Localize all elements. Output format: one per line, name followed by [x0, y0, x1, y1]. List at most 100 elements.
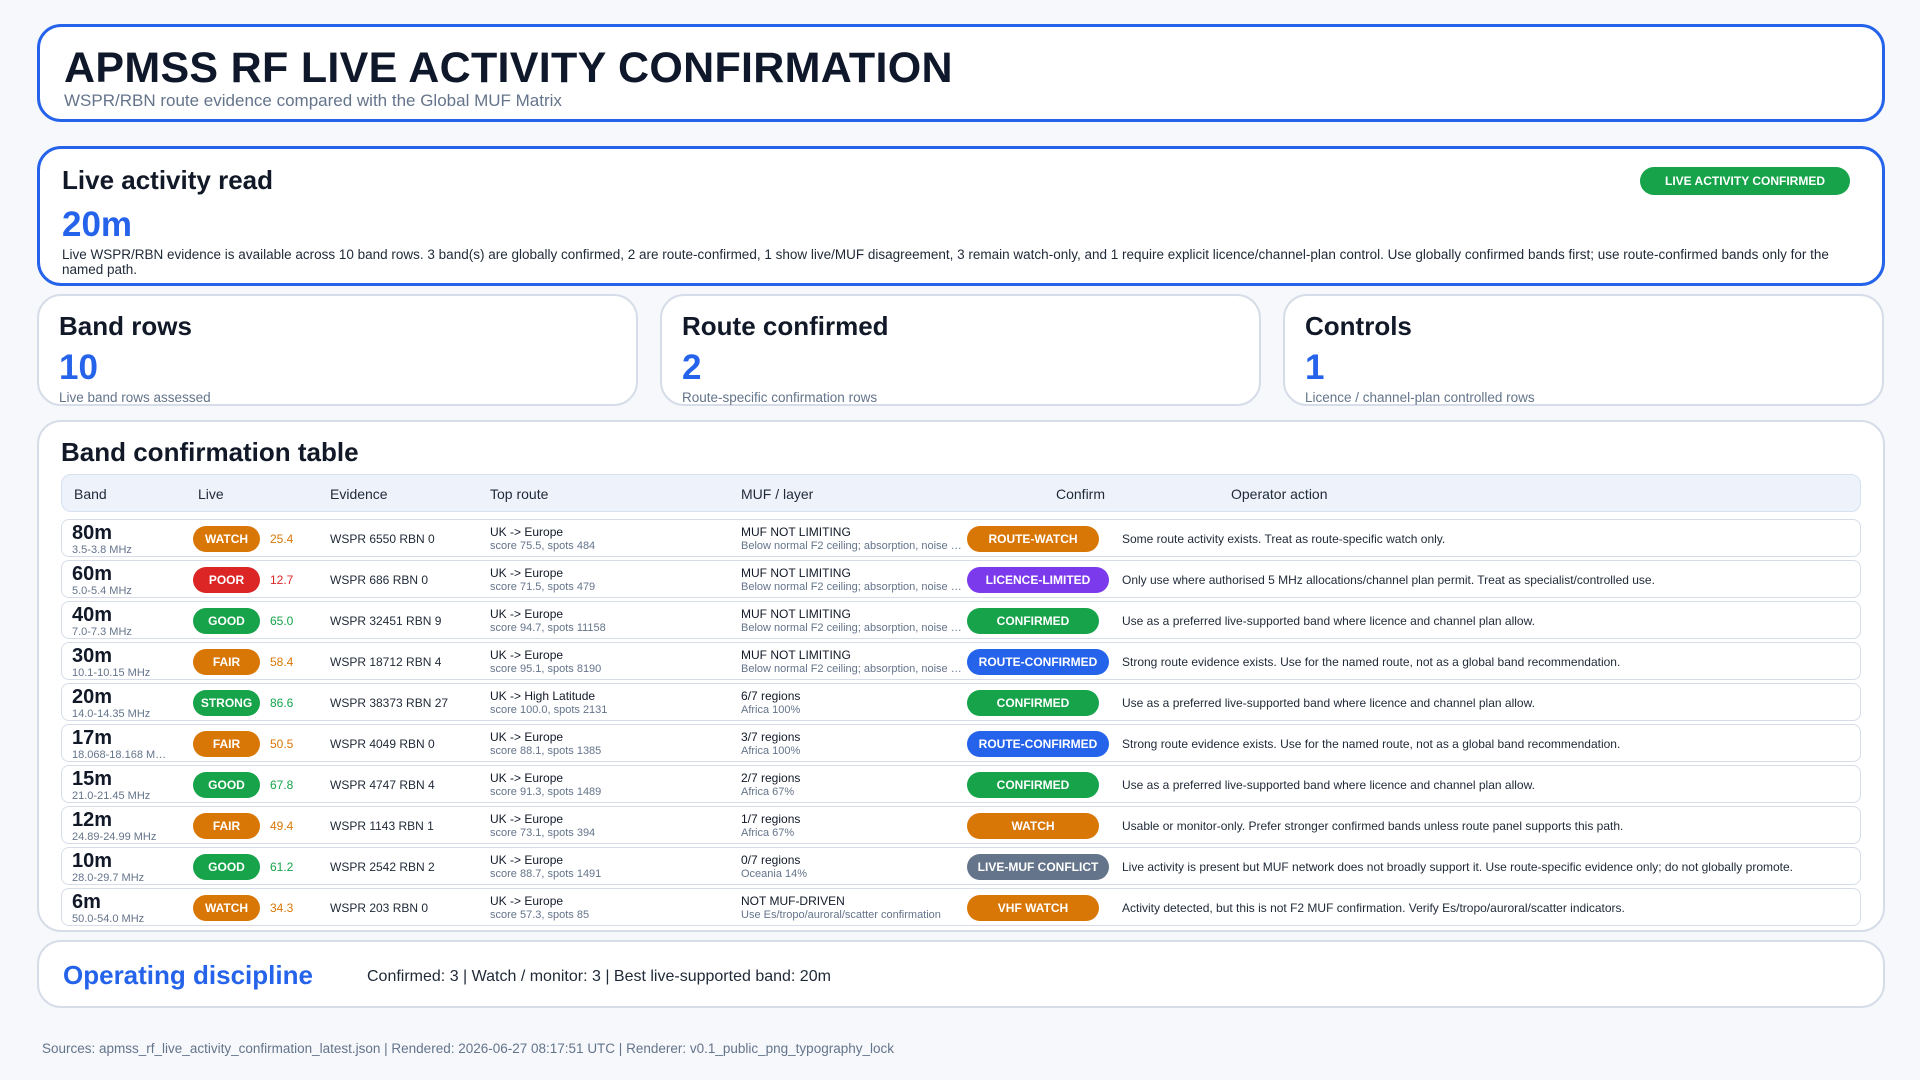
route-name: UK -> Europe [490, 771, 564, 785]
live-activity-card: Live activity read 20m Live WSPR/RBN evi… [37, 146, 1885, 286]
live-status-pill: FAIR [193, 649, 260, 675]
band-frequency: 5.0-5.4 MHz [72, 585, 132, 597]
operator-action: Strong route evidence exists. Use for th… [1122, 655, 1621, 669]
band-confirmation-card: Band confirmation table Band Live Eviden… [37, 420, 1885, 932]
kpi-controls: Controls 1 Licence / channel-plan contro… [1283, 294, 1884, 406]
confirm-status-pill: ROUTE-CONFIRMED [967, 649, 1109, 675]
live-status-pill: FAIR [193, 813, 260, 839]
muf-detail: Africa 100% [741, 704, 801, 716]
muf-detail: Africa 67% [741, 827, 795, 839]
muf-status: 3/7 regions [741, 730, 801, 744]
route-name: UK -> Europe [490, 730, 564, 744]
top-route: UK -> Europe score 88.1, spots 1385 [490, 730, 601, 758]
live-score: 50.5 [270, 737, 294, 751]
route-detail: score 88.1, spots 1385 [490, 745, 602, 757]
muf-status: MUF NOT LIMITING [741, 648, 851, 662]
muf-status: MUF NOT LIMITING [741, 525, 851, 539]
table-row: 40m 7.0-7.3 MHz GOOD 65.0 WSPR 32451 RBN 9 UK… [61, 601, 1861, 639]
muf-detail: Below normal F2 ceiling; absorption, noi… [741, 622, 963, 634]
live-status-pill: POOR [193, 567, 260, 593]
confirm-status-pill: ROUTE-CONFIRMED [967, 731, 1109, 757]
muf-layer: 6/7 regions Africa 100% [741, 689, 963, 717]
live-status-pill: GOOD [193, 854, 260, 880]
live-activity-title: Live activity read [62, 165, 273, 195]
table-row: 80m 3.5-3.8 MHz WATCH 25.4 WSPR 6550 RBN 0 UK… [61, 519, 1861, 557]
top-route: UK -> Europe score 75.5, spots 484 [490, 525, 595, 553]
live-score: 25.4 [270, 532, 294, 546]
kpi-title: Band rows [59, 311, 192, 341]
table-row: 15m 21.0-21.45 MHz GOOD 67.8 WSPR 4747 RBN 4… [61, 765, 1861, 803]
operator-action: Live activity is present but MUF network… [1122, 860, 1793, 874]
kpi-value: 1 [1305, 348, 1325, 387]
muf-status: NOT MUF-DRIVEN [741, 894, 845, 908]
muf-status: 6/7 regions [741, 689, 801, 703]
route-name: UK -> High Latitude [490, 689, 596, 703]
live-score: 86.6 [270, 696, 294, 710]
table-row: 6m 50.0-54.0 MHz WATCH 34.3 WSPR 203 RBN 0 UK… [61, 888, 1861, 926]
live-status-pill: STRONG [193, 690, 260, 716]
operator-action: Strong route evidence exists. Use for th… [1122, 737, 1621, 751]
evidence-counts: WSPR 18712 RBN 4 [330, 655, 442, 669]
muf-status: 1/7 regions [741, 812, 801, 826]
evidence-counts: WSPR 1143 RBN 1 [330, 819, 434, 833]
route-name: UK -> Europe [490, 566, 564, 580]
confirm-status-pill: LICENCE-LIMITED [967, 567, 1109, 593]
operating-discipline-card: Operating discipline Confirmed: 3 | Watc… [37, 940, 1885, 1008]
top-route: UK -> Europe score 71.5, spots 479 [490, 566, 595, 594]
muf-detail: Below normal F2 ceiling; absorption, noi… [741, 540, 963, 552]
operator-action: Only use where authorised 5 MHz allocati… [1122, 573, 1655, 587]
muf-layer: MUF NOT LIMITING Below normal F2 ceiling;… [741, 566, 963, 594]
route-detail: score 88.7, spots 1491 [490, 868, 602, 880]
live-status-pill: GOOD [193, 608, 260, 634]
route-name: UK -> Europe [490, 812, 564, 826]
muf-status: MUF NOT LIMITING [741, 566, 851, 580]
muf-layer: 0/7 regions Oceania 14% [741, 853, 963, 881]
evidence-counts: WSPR 4049 RBN 0 [330, 737, 435, 751]
top-route: UK -> Europe score 57.3, spots 85 [490, 894, 589, 922]
band-frequency: 3.5-3.8 MHz [72, 544, 132, 556]
evidence-counts: WSPR 6550 RBN 0 [330, 532, 435, 546]
table-header: Band Live Evidence Top route MUF / layer… [61, 474, 1861, 512]
band-name: 10m [72, 850, 113, 872]
evidence-counts: WSPR 32451 RBN 9 [330, 614, 442, 628]
operator-action: Usable or monitor-only. Prefer stronger … [1122, 819, 1624, 833]
table-title: Band confirmation table [61, 437, 359, 467]
confirm-status-pill: LIVE-MUF CONFLICT [967, 854, 1109, 880]
top-route: UK -> Europe score 88.7, spots 1491 [490, 853, 601, 881]
operator-action: Some route activity exists. Treat as rou… [1122, 532, 1446, 546]
band-frequency: 24.89-24.99 MHz [72, 831, 157, 843]
kpi-title: Controls [1305, 311, 1412, 341]
muf-detail: Oceania 14% [741, 868, 808, 880]
evidence-counts: WSPR 686 RBN 0 [330, 573, 429, 587]
evidence-counts: WSPR 2542 RBN 2 [330, 860, 435, 874]
band-name: 12m [72, 809, 113, 831]
col-band: Band [74, 486, 107, 502]
route-name: UK -> Europe [490, 525, 564, 539]
col-evidence: Evidence [330, 486, 388, 502]
confirm-status-pill: CONFIRMED [967, 772, 1099, 798]
route-name: UK -> Europe [490, 853, 564, 867]
band-frequency: 7.0-7.3 MHz [72, 626, 132, 638]
top-route: UK -> Europe score 95.1, spots 8190 [490, 648, 601, 676]
route-detail: score 71.5, spots 479 [490, 581, 596, 593]
band-frequency: 10.1-10.15 MHz [72, 667, 151, 679]
live-score: 61.2 [270, 860, 294, 874]
page-title: APMSS RF LIVE ACTIVITY CONFIRMATION [64, 44, 953, 92]
live-score: 58.4 [270, 655, 294, 669]
header-card: APMSS RF LIVE ACTIVITY CONFIRMATION WSPR… [37, 24, 1885, 122]
live-score: 67.8 [270, 778, 294, 792]
live-status-pill: WATCH [193, 526, 260, 552]
live-status-pill: FAIR [193, 731, 260, 757]
route-detail: score 75.5, spots 484 [490, 540, 596, 552]
col-live: Live [198, 486, 224, 502]
muf-layer: MUF NOT LIMITING Below normal F2 ceiling;… [741, 607, 963, 635]
live-activity-description: Live WSPR/RBN evidence is available acro… [62, 247, 1829, 277]
muf-layer: MUF NOT LIMITING Below normal F2 ceiling;… [741, 648, 963, 676]
evidence-counts: WSPR 4747 RBN 4 [330, 778, 435, 792]
kpi-description: Live band rows assessed [59, 390, 211, 405]
route-detail: score 73.1, spots 394 [490, 827, 596, 839]
kpi-route-confirmed: Route confirmed 2 Route-specific confirm… [660, 294, 1261, 406]
kpi-title: Route confirmed [682, 311, 889, 341]
col-muf-layer: MUF / layer [741, 486, 814, 502]
live-score: 49.4 [270, 819, 294, 833]
